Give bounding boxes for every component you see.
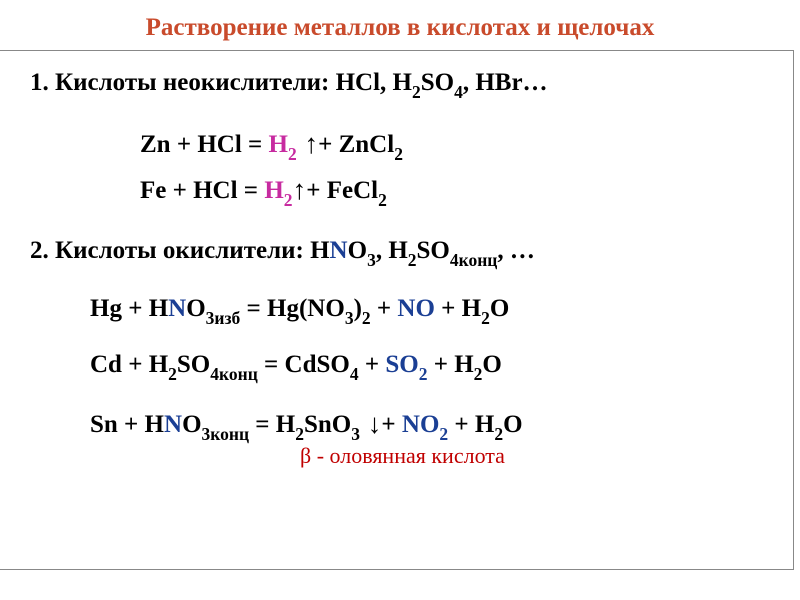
- s2-sub4k: 4конц: [450, 250, 498, 270]
- s1-h-mid: SO: [421, 69, 454, 96]
- eq1-lhs: Zn + HCl =: [140, 131, 269, 158]
- eq-hg-hno3: Hg + HNO3изб = Hg(NO3)2 + NO + H2O: [90, 295, 763, 327]
- e21-no: NO: [397, 295, 435, 322]
- e23-n: N: [164, 411, 182, 438]
- e23-no2sub: 2: [439, 424, 448, 444]
- e22-sub2a: 2: [168, 364, 177, 384]
- eq2-rhs: + FeCl: [306, 177, 378, 204]
- eq1-rhs: + ZnCl: [318, 131, 394, 158]
- e22-sub4k: 4конц: [210, 364, 258, 384]
- eq2-arrow: ↑: [293, 174, 307, 205]
- eq-cd-h2so4: Cd + H2SO4конц = CdSO4 + SO2 + H2O: [90, 351, 763, 383]
- s2-so: SO: [417, 237, 450, 264]
- e23-sub3k: 3конц: [202, 424, 250, 444]
- e21-p2: O: [186, 295, 205, 322]
- eq1-rhssub: 2: [394, 144, 403, 164]
- e23-arrow: ↓: [360, 408, 381, 439]
- eq2-lhs: Fe + HCl =: [140, 177, 264, 204]
- e21-n: N: [168, 295, 186, 322]
- e23-p6: + H: [448, 411, 494, 438]
- content-box: 1. Кислоты неокислители: HCl, H2SO4, HBr…: [0, 50, 794, 570]
- footnote: β - оловянная кислота: [300, 443, 763, 469]
- eq2-hsub: 2: [284, 190, 293, 210]
- s2-sub2a: 2: [408, 250, 417, 270]
- s1-h-after: , HBr…: [463, 69, 548, 96]
- e23-sub2b: 2: [494, 424, 503, 444]
- e21-p5: +: [371, 295, 398, 322]
- e22-p1: Cd + H: [90, 351, 168, 378]
- e21-subizb: 3изб: [206, 308, 241, 328]
- e22-p5: + H: [427, 351, 473, 378]
- e23-sub2a: 2: [295, 424, 304, 444]
- footnote-text: - оловянная кислота: [311, 443, 505, 468]
- s1-h-sub1: 2: [412, 82, 421, 102]
- e22-sub2b: 2: [474, 364, 483, 384]
- eq1-h: H: [269, 131, 288, 158]
- s2-o: O: [348, 237, 367, 264]
- e23-p4: SnO: [304, 411, 351, 438]
- title-text: Растворение металлов в кислотах и щелоча…: [146, 14, 655, 41]
- e21-p6: + H: [435, 295, 481, 322]
- e21-p7: O: [490, 295, 509, 322]
- e21-p3: = Hg(NO: [240, 295, 345, 322]
- e22-so2sub: 2: [419, 364, 428, 384]
- e23-sub3b: 3: [351, 424, 360, 444]
- s1-h-sub2: 4: [454, 82, 463, 102]
- section2-heading: 2. Кислоты окислители: HNO3, H2SO4конц, …: [30, 237, 763, 269]
- e21-sub3a: 3: [345, 308, 354, 328]
- e21-sub2a: 2: [362, 308, 371, 328]
- e23-p5: +: [381, 411, 402, 438]
- e23-p2: O: [182, 411, 201, 438]
- s2-before: 2. Кислоты окислители: H: [30, 237, 330, 264]
- s2-mid: , H: [376, 237, 408, 264]
- e23-p7: O: [503, 411, 522, 438]
- e22-sub4: 4: [350, 364, 359, 384]
- section1-heading: 1. Кислоты неокислители: HCl, H2SO4, HBr…: [30, 69, 763, 101]
- e22-p4: +: [359, 351, 386, 378]
- e22-p3: = CdSO: [258, 351, 350, 378]
- e21-sub2b: 2: [481, 308, 490, 328]
- s2-n: N: [330, 237, 348, 264]
- s1-h-before: 1. Кислоты неокислители: HCl, H: [30, 69, 412, 96]
- eq1-hsub: 2: [288, 144, 297, 164]
- eq-zn-hcl: Zn + HCl = H2 ↑+ ZnCl2: [140, 127, 763, 163]
- eq-fe-hcl: Fe + HCl = H2↑+ FeCl2: [140, 173, 763, 209]
- e22-so2: SO: [385, 351, 418, 378]
- eq2-h: H: [264, 177, 283, 204]
- beta-symbol: β: [300, 443, 311, 468]
- eq1-arrow: ↑: [297, 128, 318, 159]
- s2-sub3: 3: [367, 250, 376, 270]
- e23-p1: Sn + H: [90, 411, 164, 438]
- e23-no2: NO: [402, 411, 440, 438]
- e22-p2: SO: [177, 351, 210, 378]
- eq2-rhssub: 2: [378, 190, 387, 210]
- e21-p4: ): [354, 295, 362, 322]
- s2-after: , …: [497, 237, 535, 264]
- e23-p3: = H: [249, 411, 295, 438]
- page-title: Растворение металлов в кислотах и щелоча…: [0, 14, 800, 42]
- e21-p1: Hg + H: [90, 295, 168, 322]
- e22-p6: O: [482, 351, 501, 378]
- eq-sn-hno3: Sn + HNO3конц = H2SnO3 ↓+ NO2 + H2O: [90, 407, 763, 443]
- slide: Растворение металлов в кислотах и щелоча…: [0, 0, 800, 600]
